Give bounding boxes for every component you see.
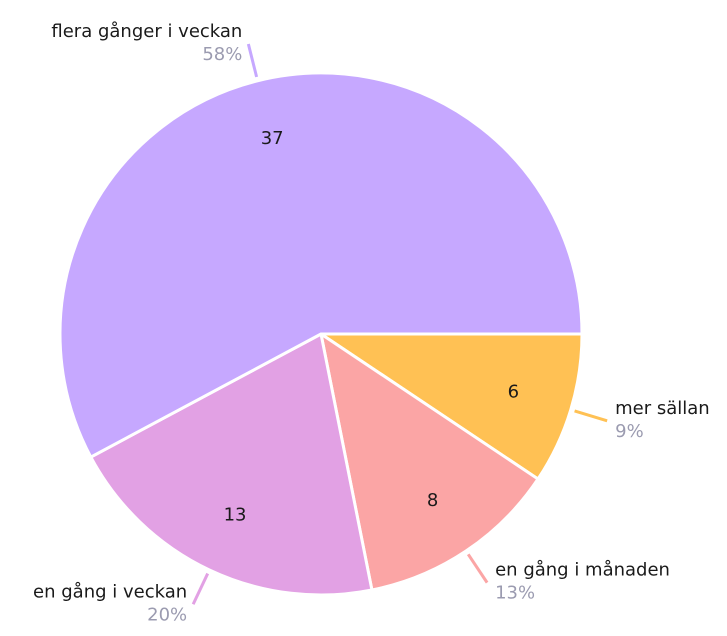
leader-line (466, 553, 489, 584)
pie-slice (88, 331, 374, 597)
percent-label: 58% (202, 44, 242, 65)
pie-slice (58, 71, 584, 460)
category-label: en gång i månaden (495, 560, 670, 581)
category-label: mer sällan (615, 398, 710, 419)
pie-slice (318, 330, 541, 592)
percent-label: 9% (615, 421, 644, 442)
pie-slice (316, 332, 584, 482)
data-label: 8 (427, 490, 438, 511)
data-label: 13 (224, 505, 247, 526)
leader-line (574, 409, 608, 423)
percent-label: 20% (147, 604, 187, 625)
data-label: 37 (261, 128, 284, 149)
leader-line (191, 572, 210, 605)
category-label: flera gånger i veckan (51, 21, 242, 42)
leader-line (246, 43, 259, 78)
category-label: en gång i veckan (33, 581, 187, 602)
data-label: 6 (508, 381, 519, 402)
percent-label: 13% (495, 583, 535, 604)
